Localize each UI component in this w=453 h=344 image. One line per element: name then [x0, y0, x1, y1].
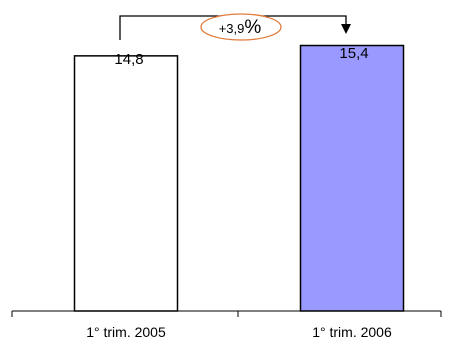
bar-1 — [299, 44, 405, 312]
change-annotation: +3,9% — [119, 13, 351, 41]
change-unit: % — [244, 17, 261, 38]
bar-0 — [73, 55, 179, 312]
x-ticks-group — [11, 311, 442, 317]
arrow-down-icon — [341, 24, 351, 34]
value-label-1: 15,4 — [339, 45, 368, 62]
change-ellipse — [200, 13, 282, 41]
change-label: +3,9% — [219, 17, 262, 38]
x-tick-labels-group: 1° trim. 2005 1° trim. 2006 — [86, 324, 392, 340]
x-tick-label-1: 1° trim. 2006 — [312, 324, 392, 340]
value-label-0: 14,8 — [114, 51, 143, 68]
change-number: +3,9 — [219, 21, 245, 36]
x-tick-label-0: 1° trim. 2005 — [86, 324, 166, 340]
bars-group — [73, 44, 405, 312]
value-labels-group: 14,8 15,4 — [114, 45, 368, 68]
